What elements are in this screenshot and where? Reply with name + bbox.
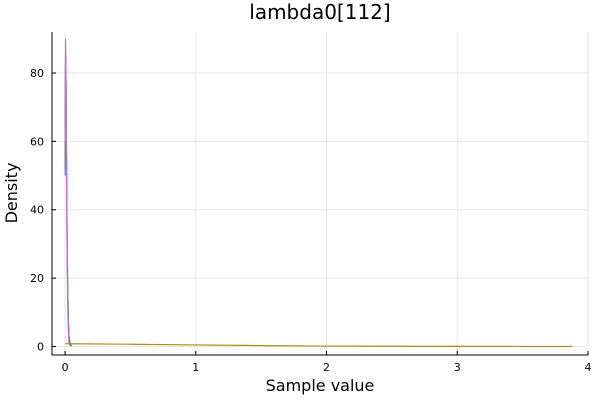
y-tick-label: 40 [30,204,44,217]
y-tick-label: 0 [37,340,44,353]
x-tick-label: 4 [585,361,592,374]
x-tick-label: 2 [323,361,330,374]
y-tick-label: 80 [30,67,44,80]
y-tick-label: 20 [30,272,44,285]
x-tick-label: 1 [192,361,199,374]
x-tick-label: 0 [62,361,69,374]
density-series-line-5 [65,343,573,348]
series-layer [64,38,573,348]
grid [52,32,589,355]
y-tick-label: 60 [30,135,44,148]
y-axis-label: Density [2,163,21,224]
x-axis-label: Sample value [266,376,375,395]
density-series-line-4 [64,38,71,347]
chart-title: lambda0[112] [249,0,390,24]
x-tick-label: 3 [454,361,461,374]
